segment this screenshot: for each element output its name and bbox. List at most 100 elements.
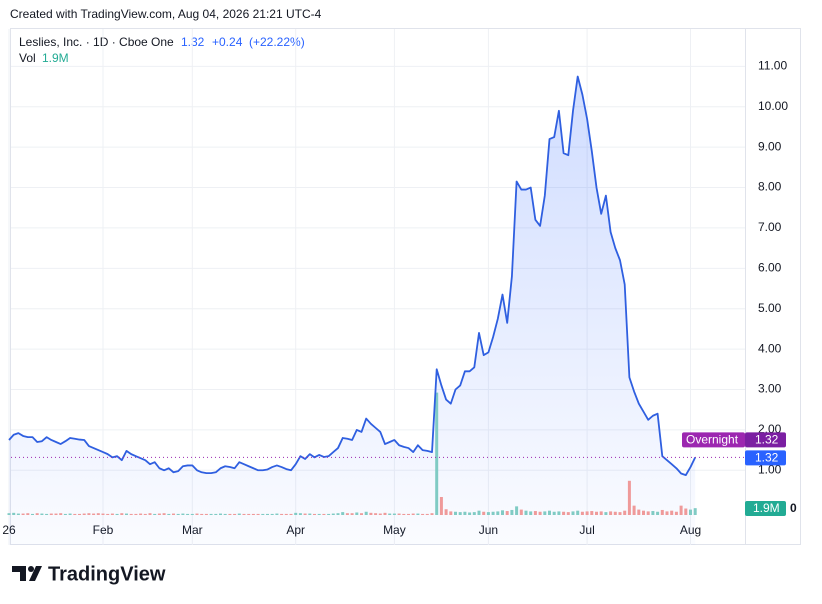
volume-bar bbox=[181, 513, 185, 515]
volume-bar bbox=[609, 511, 613, 515]
volume-bar bbox=[627, 480, 631, 515]
volume-bar bbox=[298, 513, 302, 515]
volume-bar bbox=[482, 511, 486, 515]
logo-mark bbox=[12, 566, 26, 581]
volume-bar bbox=[355, 512, 359, 515]
volume-bar bbox=[214, 513, 218, 515]
volume-bar bbox=[435, 392, 439, 515]
volume-bar bbox=[82, 513, 86, 515]
volume-bar bbox=[505, 511, 509, 515]
volume-bar bbox=[411, 513, 415, 515]
volume-bar bbox=[463, 511, 467, 515]
volume-bar bbox=[303, 513, 307, 515]
volume-bar bbox=[59, 513, 63, 515]
y2-tick-label: 0 bbox=[790, 501, 797, 515]
volume-bar bbox=[576, 510, 580, 515]
y-tick-label: 11.00 bbox=[758, 59, 787, 73]
volume-bar bbox=[566, 512, 570, 515]
volume-bar bbox=[580, 511, 584, 515]
volume-bar bbox=[444, 509, 448, 515]
volume-bar bbox=[115, 513, 119, 515]
legend-change: +0.24 bbox=[212, 35, 243, 49]
volume-bar bbox=[491, 511, 495, 515]
volume-bar bbox=[350, 513, 354, 515]
volume-value: 1.9M bbox=[753, 501, 780, 515]
volume-bar bbox=[294, 512, 298, 515]
volume-bar bbox=[26, 513, 30, 515]
volume-bar bbox=[78, 513, 81, 515]
volume-bar bbox=[595, 511, 598, 515]
volume-bar bbox=[632, 505, 636, 515]
volume-bar bbox=[157, 513, 161, 515]
last-price-box bbox=[745, 450, 786, 466]
volume-bar bbox=[40, 513, 44, 515]
volume-bar bbox=[204, 513, 208, 515]
volume-bar bbox=[21, 513, 25, 515]
volume-bar bbox=[515, 506, 519, 515]
y-tick-label: 3.00 bbox=[758, 382, 782, 396]
volume-bar bbox=[266, 513, 269, 515]
volume-bar bbox=[139, 513, 143, 515]
volume-bar bbox=[31, 513, 34, 515]
logo-dot bbox=[28, 566, 34, 572]
volume-bar bbox=[642, 510, 645, 515]
volume-bar bbox=[63, 513, 67, 515]
volume-bar bbox=[148, 513, 152, 515]
volume-bar bbox=[562, 511, 566, 515]
volume-bar bbox=[529, 511, 533, 515]
volume-bar bbox=[247, 513, 251, 515]
volume-bar bbox=[209, 513, 213, 515]
volume-bar bbox=[383, 512, 387, 515]
y-tick-label: 10.00 bbox=[758, 99, 788, 113]
volume-bar bbox=[693, 508, 697, 515]
volume-bar bbox=[397, 513, 401, 515]
volume-bar bbox=[651, 511, 655, 515]
legend-last: 1.32 bbox=[181, 35, 205, 49]
volume-bar bbox=[223, 513, 227, 515]
overnight-box bbox=[682, 432, 745, 448]
volume-bar bbox=[167, 513, 171, 515]
y-tick-label: 1.00 bbox=[758, 462, 782, 476]
volume-bar bbox=[421, 513, 425, 515]
volume-bar bbox=[101, 513, 105, 515]
volume-bar bbox=[557, 511, 561, 515]
logo-slash bbox=[29, 566, 42, 581]
volume-legend-value: 1.9M bbox=[42, 51, 69, 65]
overnight-price: 1.32 bbox=[755, 433, 779, 447]
volume-bar bbox=[360, 513, 363, 515]
volume-bar bbox=[261, 513, 265, 515]
volume-bar bbox=[228, 513, 232, 515]
volume-bar bbox=[425, 513, 429, 515]
volume-bar bbox=[613, 511, 617, 515]
volume-bar bbox=[87, 513, 91, 515]
volume-bar bbox=[242, 513, 246, 515]
volume-bar bbox=[313, 513, 316, 515]
volume-bar bbox=[270, 513, 274, 515]
last-price: 1.32 bbox=[755, 451, 779, 465]
volume-bar bbox=[538, 511, 542, 515]
volume-bar bbox=[646, 511, 650, 515]
volume-bar bbox=[16, 513, 20, 515]
volume-bar bbox=[251, 513, 255, 515]
volume-bar bbox=[430, 513, 434, 515]
volume-bar bbox=[449, 511, 453, 515]
volume-bar bbox=[407, 513, 410, 515]
volume-bar bbox=[637, 509, 641, 515]
volume-bar bbox=[364, 511, 368, 515]
volume-bar bbox=[510, 509, 514, 515]
y-tick-label: 4.00 bbox=[758, 341, 782, 355]
volume-bar bbox=[623, 510, 627, 515]
volume-bar bbox=[176, 513, 180, 515]
volume-bar bbox=[454, 511, 457, 515]
volume-bar bbox=[496, 511, 500, 515]
volume-bar bbox=[195, 513, 199, 515]
volume-bar bbox=[106, 513, 110, 515]
volume-bar bbox=[392, 513, 396, 515]
volume-bar bbox=[153, 513, 157, 515]
volume-bar bbox=[219, 513, 222, 515]
volume-bar bbox=[289, 513, 293, 515]
volume-bar bbox=[599, 511, 603, 515]
y-tick-label: 9.00 bbox=[758, 139, 782, 153]
volume-bar bbox=[604, 512, 608, 515]
